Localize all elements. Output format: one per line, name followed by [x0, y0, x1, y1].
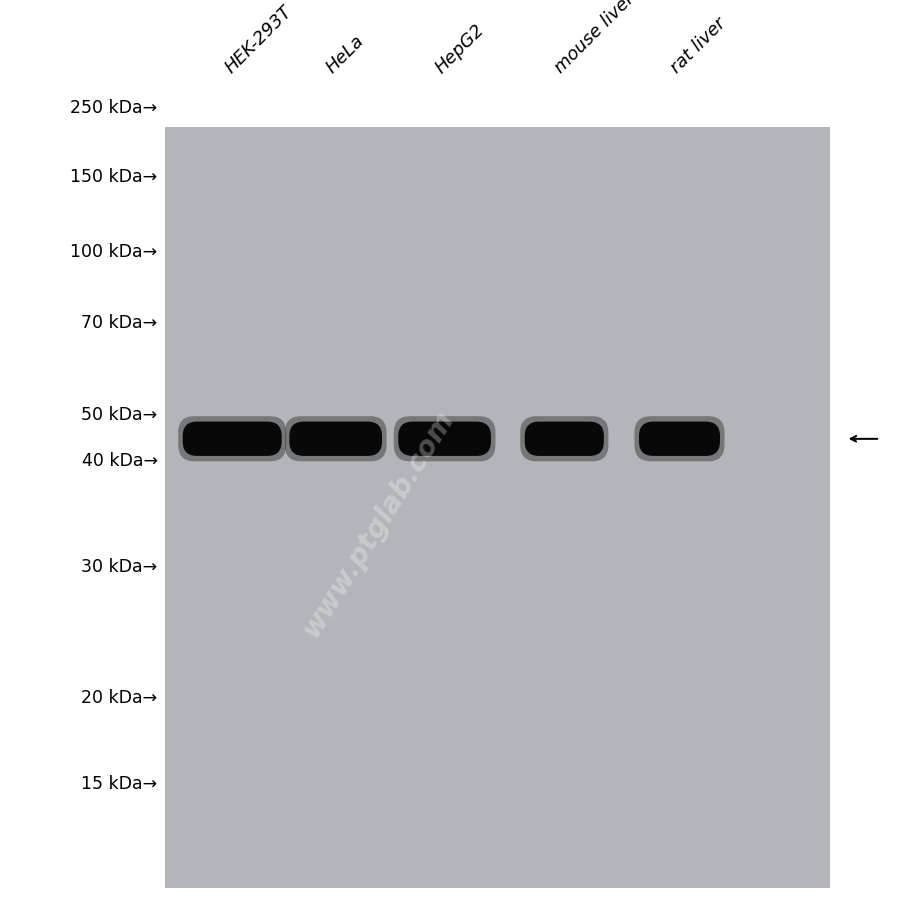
FancyBboxPatch shape — [178, 417, 286, 462]
Text: 70 kDa→: 70 kDa→ — [81, 314, 158, 332]
Text: 150 kDa→: 150 kDa→ — [70, 168, 158, 186]
FancyBboxPatch shape — [398, 422, 491, 456]
Text: HEK-293T: HEK-293T — [221, 3, 295, 77]
FancyBboxPatch shape — [183, 422, 282, 456]
Bar — [165, 128, 830, 888]
Text: 15 kDa→: 15 kDa→ — [81, 774, 158, 792]
FancyBboxPatch shape — [634, 417, 725, 462]
Text: HepG2: HepG2 — [432, 21, 488, 77]
Text: HeLa: HeLa — [323, 32, 368, 77]
Text: 30 kDa→: 30 kDa→ — [81, 557, 158, 575]
FancyBboxPatch shape — [394, 417, 495, 462]
Text: 100 kDa→: 100 kDa→ — [70, 243, 158, 261]
Text: 250 kDa→: 250 kDa→ — [70, 99, 158, 117]
FancyBboxPatch shape — [520, 417, 608, 462]
FancyBboxPatch shape — [525, 422, 604, 456]
FancyBboxPatch shape — [639, 422, 720, 456]
Text: www.ptglab.com: www.ptglab.com — [297, 405, 459, 641]
Text: rat liver: rat liver — [667, 14, 729, 77]
FancyBboxPatch shape — [284, 417, 387, 462]
Text: 40 kDa→: 40 kDa→ — [82, 451, 158, 469]
Text: mouse liver: mouse liver — [552, 0, 639, 77]
FancyBboxPatch shape — [290, 422, 382, 456]
Text: 20 kDa→: 20 kDa→ — [81, 688, 158, 706]
Text: 50 kDa→: 50 kDa→ — [81, 406, 158, 424]
